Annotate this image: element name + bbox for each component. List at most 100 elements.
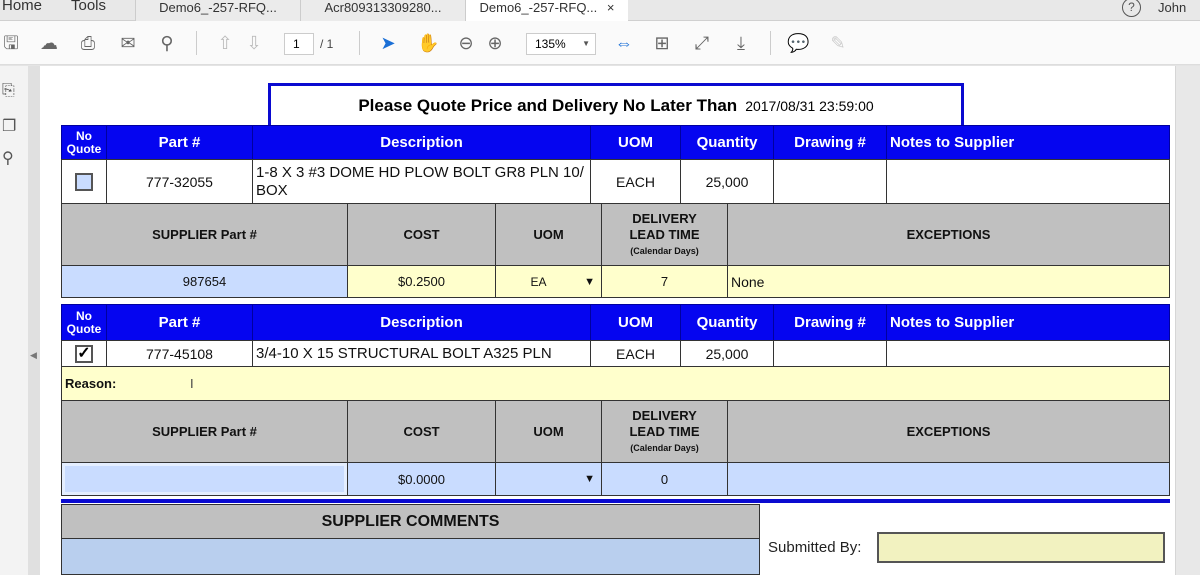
header-exceptions: EXCEPTIONS — [727, 203, 1170, 266]
notes-to-supplier — [886, 340, 1170, 367]
previous-page-icon[interactable]: ⇧ — [217, 33, 233, 53]
chevron-down-icon: ▼ — [582, 39, 590, 48]
exceptions-input[interactable] — [727, 462, 1170, 496]
fit-page-icon[interactable]: ⊞ — [654, 33, 670, 53]
cost-input[interactable]: $0.0000 — [347, 462, 496, 496]
uom-value: EA — [530, 274, 547, 289]
header-part: Part # — [106, 304, 253, 341]
divider — [196, 31, 197, 55]
supplier-uom-select[interactable]: ▼ — [495, 462, 602, 496]
banner-title: Please Quote Price and Delivery No Later… — [358, 96, 738, 115]
header-description: Description — [252, 125, 591, 160]
hand-tool-icon[interactable]: ✋ — [417, 33, 440, 53]
page-thumbnails-search-icon[interactable]: ⎘ — [2, 82, 15, 99]
right-pane — [1175, 66, 1200, 575]
zoom-select[interactable]: 135% ▼ — [526, 33, 596, 55]
submitted-by-label: Submitted By: — [768, 539, 862, 556]
nav-home[interactable]: Home — [2, 0, 43, 14]
drawing-number — [773, 340, 887, 367]
header-uom: UOM — [590, 125, 681, 160]
help-icon[interactable]: ? — [1122, 0, 1141, 17]
divider — [770, 31, 771, 55]
header-supplier-uom: UOM — [495, 203, 602, 266]
upload-cloud-icon[interactable]: ☁ — [40, 33, 58, 53]
deadline-value: 2017/08/31 23:59:00 — [745, 98, 874, 114]
section-divider — [61, 499, 1170, 503]
tab-label: Demo6_-257-RFQ... — [159, 0, 277, 15]
header-cost: COST — [347, 400, 496, 463]
select-cursor-icon[interactable]: ➤ — [380, 33, 396, 53]
header-supplier-part: SUPPLIER Part # — [61, 400, 348, 463]
search-icon[interactable]: ⚲ — [160, 33, 174, 53]
delivery-sublabel: (Calendar Days) — [630, 442, 699, 453]
email-icon[interactable]: ✉ — [120, 33, 136, 53]
header-uom: UOM — [590, 304, 681, 341]
quote-deadline-banner: Please Quote Price and Delivery No Later… — [268, 83, 964, 126]
next-page-icon[interactable]: ⇩ — [246, 33, 262, 53]
page-number-input[interactable] — [284, 33, 314, 55]
highlight-pen-icon[interactable]: ✎ — [830, 33, 846, 53]
supplier-comments-header: SUPPLIER COMMENTS — [61, 504, 760, 539]
no-quote-cell: ✓ — [61, 340, 107, 367]
nav-tools[interactable]: Tools — [71, 0, 107, 14]
no-quote-checkbox[interactable] — [75, 172, 93, 191]
notes-to-supplier — [886, 159, 1170, 204]
full-screen-icon[interactable]: ⤢ — [694, 33, 710, 53]
dropdown-arrow-icon: ▼ — [584, 473, 595, 485]
header-exceptions: EXCEPTIONS — [727, 400, 1170, 463]
header-no-quote: No Quote — [61, 304, 107, 341]
delivery-label: DELIVERY LEAD TIME — [629, 407, 700, 439]
tab-document-1[interactable]: Demo6_-257-RFQ... — [135, 0, 300, 21]
delivery-label: DELIVERY LEAD TIME — [629, 210, 700, 242]
fit-width-icon[interactable]: ⇔ — [615, 33, 633, 53]
dropdown-arrow-icon: ▼ — [584, 275, 595, 288]
collapse-arrow-icon[interactable]: ◀ — [30, 350, 37, 360]
header-part: Part # — [106, 125, 253, 160]
zoom-value: 135% — [535, 37, 566, 51]
print-icon[interactable]: ⎙ — [80, 33, 96, 53]
supplier-part-input[interactable] — [61, 462, 348, 496]
reason-label: Reason: — [65, 376, 117, 391]
reason-input[interactable]: Reason: I — [61, 366, 1170, 401]
no-quote-checkbox-checked[interactable]: ✓ — [75, 344, 93, 363]
quantity: 25,000 — [680, 159, 774, 204]
header-delivery: DELIVERY LEAD TIME (Calendar Days) — [601, 400, 728, 463]
page-total: / 1 — [320, 37, 334, 51]
save-icon[interactable]: 🖫 — [3, 33, 19, 53]
tab-label: Acr809313309280... — [324, 0, 442, 15]
header-quantity: Quantity — [680, 304, 774, 341]
left-navigation-pane: ⎘ ❐ ⚲ — [0, 66, 28, 575]
header-drawing: Drawing # — [773, 304, 887, 341]
attachment-icon[interactable]: ⚲ — [2, 150, 14, 167]
pages-icon[interactable]: ❐ — [2, 118, 17, 135]
user-name[interactable]: John — [1158, 0, 1187, 15]
header-delivery: DELIVERY LEAD TIME (Calendar Days) — [601, 203, 728, 266]
lead-time-input[interactable]: 0 — [601, 462, 728, 496]
header-notes: Notes to Supplier — [886, 304, 1170, 341]
submitted-by-input[interactable] — [877, 532, 1165, 563]
zoom-out-icon[interactable]: ⊖ — [458, 33, 474, 53]
tab-bar: Home Tools Demo6_-257-RFQ... Acr80931330… — [0, 0, 1200, 21]
supplier-comments-input[interactable] — [61, 538, 760, 575]
close-icon[interactable]: × — [606, 0, 615, 15]
supplier-uom-select[interactable]: EA ▼ — [495, 265, 602, 298]
description: 1-8 X 3 #3 DOME HD PLOW BOLT GR8 PLN 10/… — [252, 159, 591, 204]
tab-document-3[interactable]: Demo6_-257-RFQ... × — [465, 0, 628, 21]
divider — [359, 31, 360, 55]
zoom-in-icon[interactable]: ⊕ — [487, 33, 503, 53]
comment-icon[interactable]: 💬 — [787, 33, 810, 53]
supplier-part-input[interactable]: 987654 — [61, 265, 348, 298]
cost-input[interactable]: $0.2500 — [347, 265, 496, 298]
header-drawing: Drawing # — [773, 125, 887, 160]
part-number: 777-45108 — [106, 340, 253, 367]
exceptions-input[interactable]: None — [727, 265, 1170, 298]
tab-document-2[interactable]: Acr809313309280... — [300, 0, 465, 21]
header-description: Description — [252, 304, 591, 341]
quantity: 25,000 — [680, 340, 774, 367]
scroll-mode-icon[interactable]: ⤓ — [737, 33, 745, 53]
part-number: 777-32055 — [106, 159, 253, 204]
header-supplier-uom: UOM — [495, 400, 602, 463]
lead-time-input[interactable]: 7 — [601, 265, 728, 298]
delivery-sublabel: (Calendar Days) — [630, 245, 699, 256]
pane-splitter[interactable]: ◀ — [28, 66, 40, 575]
